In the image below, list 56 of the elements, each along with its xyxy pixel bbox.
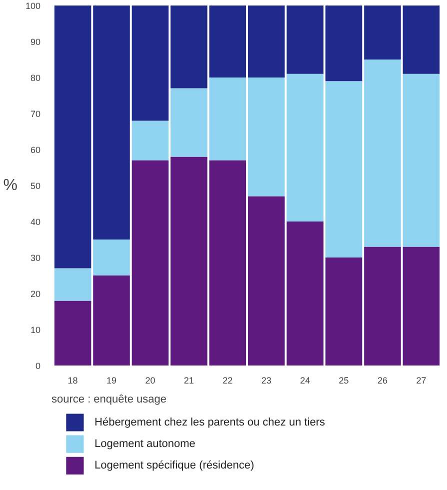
bar — [402, 246, 440, 366]
x-tick-label: 23 — [261, 376, 272, 386]
bar — [248, 6, 285, 78]
legend-label: Hébergement chez les parents ou chez un tiers — [94, 416, 326, 428]
bar — [286, 6, 324, 74]
x-tick-label: 18 — [68, 376, 78, 386]
x-tick-label: 22 — [222, 376, 233, 386]
bar — [402, 6, 440, 74]
legend-label: Logement spécifique (résidence) — [94, 460, 254, 472]
y-tick-label: 80 — [30, 73, 41, 83]
source-note: source : enquête usage — [52, 394, 166, 406]
legend-label: Logement autonome — [94, 438, 196, 450]
y-tick-label: 30 — [30, 253, 41, 263]
bar — [325, 6, 362, 82]
y-tick-label: 100 — [25, 1, 41, 11]
y-tick-label: 90 — [30, 37, 41, 47]
x-tick-label: 25 — [338, 376, 349, 386]
bar — [209, 78, 246, 160]
bar — [364, 60, 401, 247]
bar — [54, 268, 92, 301]
x-tick-label: 26 — [377, 376, 388, 386]
bar — [286, 74, 324, 222]
y-tick-label: 10 — [30, 325, 41, 335]
bar — [209, 6, 246, 78]
bar — [93, 276, 130, 366]
bar — [325, 258, 362, 366]
y-tick-label: 40 — [30, 217, 41, 227]
bar — [54, 300, 92, 366]
bar — [248, 78, 285, 196]
y-tick-label: 20 — [30, 289, 41, 299]
bar — [93, 6, 130, 240]
y-tick-label: 50 — [30, 181, 41, 191]
bar — [364, 246, 401, 366]
bar — [132, 120, 169, 160]
y-tick-label: 70 — [30, 109, 41, 119]
y-tick-label: 0 — [35, 361, 41, 371]
bar — [325, 81, 362, 258]
y-tick-label: 60 — [30, 145, 41, 155]
x-tick-label: 19 — [106, 376, 117, 386]
bar — [402, 74, 440, 247]
x-tick-label: 21 — [184, 376, 194, 386]
bar — [54, 6, 92, 268]
x-tick-label: 20 — [145, 376, 156, 386]
y-axis-title: % — [3, 177, 18, 194]
bar — [170, 6, 208, 88]
x-tick-label: 24 — [300, 376, 310, 386]
bar — [209, 160, 246, 366]
bar — [132, 6, 169, 121]
x-tick-label: 27 — [416, 376, 426, 386]
bar — [286, 222, 324, 366]
bar — [170, 156, 208, 366]
bar — [93, 240, 130, 276]
bar — [364, 6, 401, 60]
bar — [248, 196, 285, 366]
bar — [132, 160, 169, 366]
bar — [170, 88, 208, 157]
